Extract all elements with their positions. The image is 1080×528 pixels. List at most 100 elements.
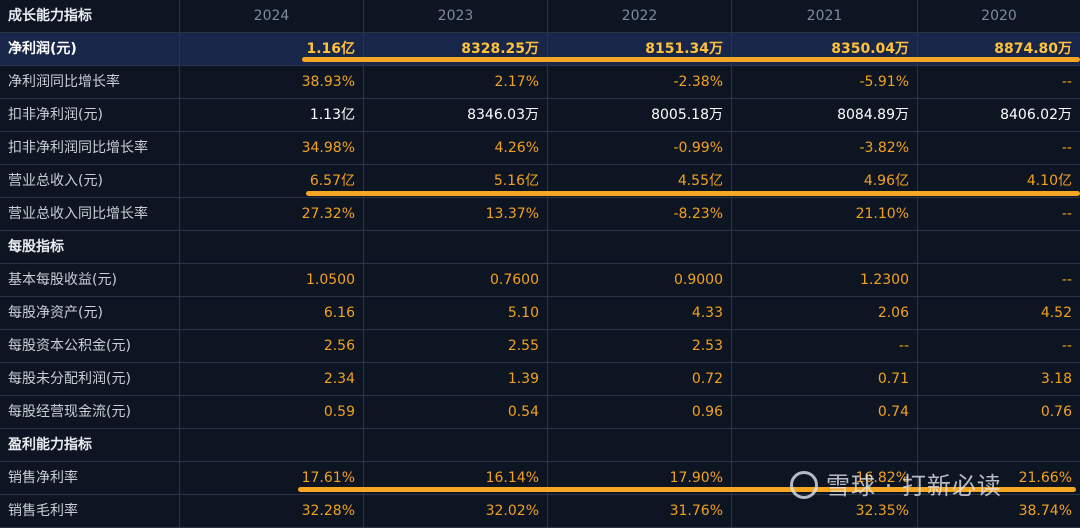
value-cell: 38.74% [1018,503,1072,519]
table-row: 净利润同比增长率 38.93% 2.17% -2.38% -5.91% -- [0,66,1080,99]
year-2024[interactable]: 2024 [180,0,364,32]
value-cell: 8874.80万 [994,41,1072,57]
value-cell: 32.35% [732,495,918,527]
year-2021[interactable]: 2021 [732,0,918,32]
value-cell: 8406.02万 [1000,107,1072,123]
value-cell: 34.98% [180,132,364,164]
value-cell: 0.96 [548,396,732,428]
value-cell: 4.96亿 [732,165,918,197]
value-cell: 0.54 [364,396,548,428]
value-cell: -0.99% [548,132,732,164]
table-row: 每股资本公积金(元) 2.56 2.55 2.53 -- -- [0,330,1080,363]
value-cell: 16.82% [732,462,918,494]
underline-revenue [306,191,1080,196]
value-cell: 2.56 [180,330,364,362]
value-cell: -3.82% [732,132,918,164]
underline-net-profit [302,57,1080,62]
value-cell [364,429,548,461]
row-label: 净利润同比增长率 [0,66,180,98]
value-cell: -- [1061,74,1072,90]
value-cell: 1.39 [364,363,548,395]
value-cell: 2.17% [364,66,548,98]
value-cell: 27.32% [180,198,364,230]
value-cell: 21.66% [1018,470,1072,486]
table-row: 每股未分配利润(元) 2.34 1.39 0.72 0.71 3.18 [0,363,1080,396]
value-cell [732,231,918,263]
value-cell: 5.16亿 [364,165,548,197]
row-label: 扣非净利润同比增长率 [0,132,180,164]
value-cell: 17.61% [180,462,364,494]
value-cell: -5.91% [732,66,918,98]
value-cell: 8005.18万 [548,99,732,131]
value-cell: -8.23% [548,198,732,230]
value-cell: 1.0500 [180,264,364,296]
value-cell: 4.33 [548,297,732,329]
value-cell: 6.57亿 [180,165,364,197]
value-cell: -- [732,330,918,362]
row-label: 每股经营现金流(元) [0,396,180,428]
header-title: 成长能力指标 [0,0,180,32]
table-row: 扣非净利润同比增长率 34.98% 4.26% -0.99% -3.82% -- [0,132,1080,165]
value-cell: 2.06 [732,297,918,329]
row-label: 销售净利率 [0,462,180,494]
value-cell: 4.52 [1040,305,1072,321]
watermark-text: 雪球 · 打新必读 [826,472,1002,500]
section-row: 盈利能力指标 [0,429,1080,462]
watermark: 雪球 · 打新必读 [790,466,1002,501]
value-cell: 16.14% [364,462,548,494]
value-cell: 4.55亿 [548,165,732,197]
row-label: 营业总收入同比增长率 [0,198,180,230]
value-cell [918,429,1080,461]
value-cell [548,231,732,263]
value-cell: -- [1061,206,1072,222]
table-row: 扣非净利润(元) 1.13亿 8346.03万 8005.18万 8084.89万 840… [0,99,1080,132]
table-row: 销售净利率 17.61% 16.14% 17.90% 16.82% 21.66% [0,462,1080,495]
section-row: 每股指标 [0,231,1080,264]
value-cell: 8346.03万 [364,99,548,131]
row-label: 每股未分配利润(元) [0,363,180,395]
value-cell: 17.90% [548,462,732,494]
value-cell [732,429,918,461]
value-cell: 0.72 [548,363,732,395]
year-2022[interactable]: 2022 [548,0,732,32]
value-cell: 21.10% [732,198,918,230]
value-cell [180,231,364,263]
value-cell: 3.18 [1040,371,1072,387]
value-cell: 1.16亿 [180,33,364,65]
table-row: 每股净资产(元) 6.16 5.10 4.33 2.06 4.52 [0,297,1080,330]
year-2020[interactable]: 2020 [981,8,1017,24]
value-cell: -- [1061,140,1072,156]
value-cell: 13.37% [364,198,548,230]
table-row: 营业总收入(元) 6.57亿 5.16亿 4.55亿 4.96亿 4.10亿 [0,165,1080,198]
value-cell: 0.9000 [548,264,732,296]
row-label: 营业总收入(元) [0,165,180,197]
value-cell: -- [1061,338,1072,354]
table-row: 每股经营现金流(元) 0.59 0.54 0.96 0.74 0.76 [0,396,1080,429]
row-label: 盈利能力指标 [0,429,180,461]
value-cell: 1.2300 [732,264,918,296]
value-cell: 2.34 [180,363,364,395]
row-label: 净利润(元) [0,33,180,65]
year-2023[interactable]: 2023 [364,0,548,32]
value-cell [918,231,1080,263]
value-cell: 5.10 [364,297,548,329]
row-label: 每股净资产(元) [0,297,180,329]
value-cell: 8350.04万 [732,33,918,65]
table-header: 成长能力指标 2024 2023 2022 2021 2020 [0,0,1080,33]
value-cell: 8084.89万 [732,99,918,131]
value-cell [548,429,732,461]
value-cell: 2.55 [364,330,548,362]
table-row: 营业总收入同比增长率 27.32% 13.37% -8.23% 21.10% -- [0,198,1080,231]
value-cell: 4.26% [364,132,548,164]
value-cell: 38.93% [180,66,364,98]
value-cell: 32.02% [364,495,548,527]
row-label: 每股资本公积金(元) [0,330,180,362]
value-cell [180,429,364,461]
value-cell: 1.13亿 [180,99,364,131]
value-cell [364,231,548,263]
value-cell: 6.16 [180,297,364,329]
value-cell: -- [1061,272,1072,288]
value-cell: 0.76 [1040,404,1072,420]
row-label: 基本每股收益(元) [0,264,180,296]
value-cell: 0.71 [732,363,918,395]
